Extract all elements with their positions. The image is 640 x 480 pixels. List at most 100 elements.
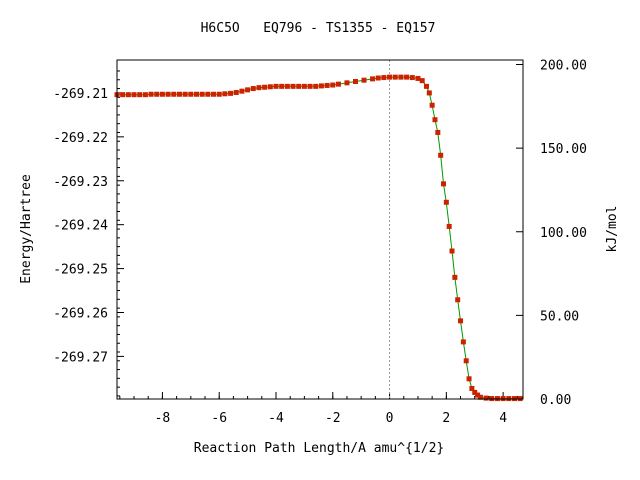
data-point (154, 91, 160, 97)
data-point (483, 395, 489, 401)
plot-frame (116, 59, 524, 400)
data-point (273, 83, 279, 89)
data-point (120, 92, 126, 98)
y2-tick-label: 150.00 (540, 142, 587, 157)
x-tick-label: 0 (386, 411, 394, 426)
data-point (415, 75, 421, 81)
data-point (466, 376, 472, 382)
data-point (159, 91, 165, 97)
x-tick-label: -6 (211, 411, 227, 426)
data-point (475, 392, 481, 398)
y2-tick-label: 200.00 (540, 59, 587, 74)
y-tick-label: -269.23 (53, 175, 108, 190)
data-point (438, 152, 444, 158)
data-point (301, 83, 307, 89)
data-point (463, 358, 469, 364)
data-point (352, 79, 358, 85)
x-tick-label: -2 (325, 411, 341, 426)
x-axis-label: Reaction Path Length/A amu^{1/2} (194, 441, 444, 456)
data-point (148, 91, 154, 97)
data-point (330, 82, 336, 88)
data-point (176, 91, 182, 97)
data-point (171, 91, 177, 97)
data-point (375, 75, 381, 81)
y-tick-label: -269.25 (53, 263, 108, 278)
data-point (409, 75, 415, 81)
y2-tick-label: 50.00 (540, 309, 579, 324)
data-point (318, 83, 324, 89)
data-point (216, 91, 222, 97)
data-point (137, 92, 143, 98)
x-tick-label: 2 (442, 411, 450, 426)
y2-tick-label: 100.00 (540, 226, 587, 241)
y2-tick-label: 0.00 (540, 393, 571, 408)
data-point (324, 82, 330, 88)
data-point (182, 91, 188, 97)
data-point (267, 84, 273, 90)
data-point (256, 85, 262, 91)
tick-group: -8 -6 -4 -2 0 2 4 -269.21 -269.22 -269.23 -269.24 -… (53, 59, 587, 426)
data-point (426, 90, 432, 96)
data-point (423, 83, 429, 89)
data-point (228, 90, 234, 96)
data-point (142, 92, 148, 98)
data-point (472, 389, 478, 395)
data-group (114, 60, 523, 402)
data-point (222, 91, 228, 97)
data-point (392, 74, 398, 80)
y-tick-label: -269.22 (53, 131, 108, 146)
y2-axis-label: kJ/mol (605, 206, 620, 253)
x-tick-label: -4 (268, 411, 284, 426)
data-point (404, 74, 410, 80)
data-point (233, 89, 239, 95)
series-line (117, 76, 521, 400)
data-point (449, 248, 455, 254)
data-point (458, 318, 464, 324)
data-point (344, 80, 350, 86)
data-point (419, 78, 425, 84)
data-point (432, 117, 438, 123)
data-point (284, 83, 290, 89)
data-point (381, 75, 387, 81)
data-point (452, 274, 458, 280)
data-point (387, 74, 393, 80)
data-point (188, 91, 194, 97)
data-point (455, 297, 461, 303)
x-tick-label: 4 (499, 411, 507, 426)
data-point (429, 102, 435, 108)
data-point (477, 394, 483, 400)
data-point (290, 83, 296, 89)
data-point (279, 83, 285, 89)
data-point (125, 92, 131, 98)
y-tick-label: -269.27 (53, 350, 108, 365)
data-point (435, 129, 441, 135)
data-point (211, 91, 217, 97)
data-point (239, 88, 245, 94)
data-point (361, 77, 367, 83)
data-point (335, 81, 341, 87)
data-point (165, 91, 171, 97)
data-point (193, 91, 199, 97)
data-point (307, 83, 313, 89)
data-point (469, 385, 475, 391)
data-point (205, 91, 211, 97)
data-point (443, 199, 449, 205)
data-point (296, 83, 302, 89)
data-point (250, 86, 256, 92)
data-point (313, 83, 319, 89)
data-point (199, 91, 205, 97)
y-axis-label: Energy/Hartree (19, 174, 34, 284)
data-point (245, 87, 251, 93)
data-point (131, 92, 137, 98)
y-tick-label: -269.26 (53, 306, 108, 321)
y-tick-label: -269.24 (53, 219, 108, 234)
data-point (446, 223, 452, 229)
y-tick-label: -269.21 (53, 87, 108, 102)
chart-title: H6C5O EQ796 - TS1355 - EQ157 (201, 21, 436, 36)
x-tick-label: -8 (155, 411, 171, 426)
data-point (398, 74, 404, 80)
data-point (441, 181, 447, 187)
data-point (262, 84, 268, 90)
data-point (370, 76, 376, 82)
